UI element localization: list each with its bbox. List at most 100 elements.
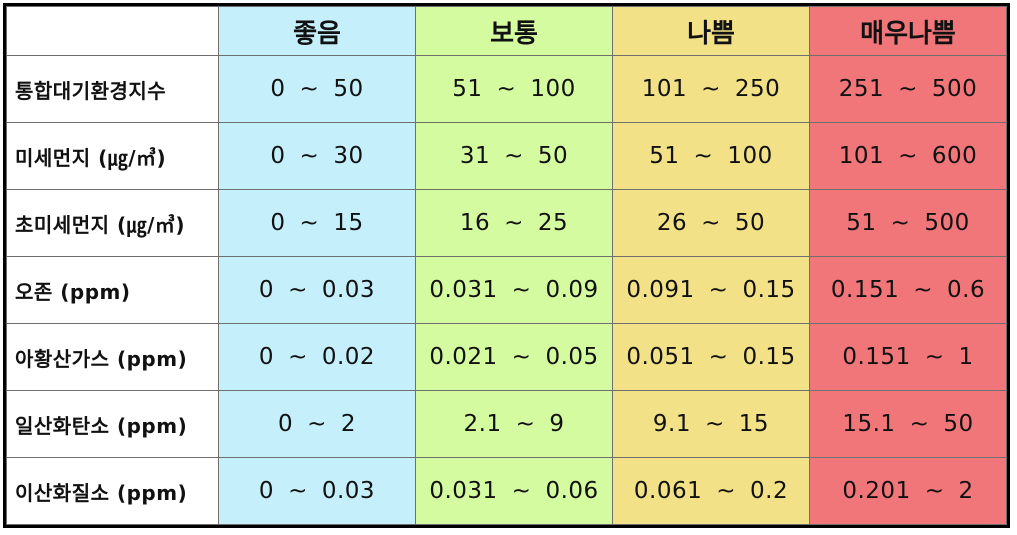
range-min: 15.1 (842, 411, 896, 437)
range-max: 0.09 (545, 277, 599, 303)
range-min: 16 (459, 210, 491, 236)
range-min: 0 (270, 210, 286, 236)
range-max: 15 (333, 210, 364, 236)
range-separator: ~ (708, 277, 729, 303)
range-cell-very-bad: 51 ~500 (809, 189, 1007, 257)
range-separator: ~ (307, 411, 327, 437)
range-max: 25 (537, 210, 569, 236)
range-separator: ~ (504, 210, 524, 236)
range-cell-normal: 51 ~100 (415, 55, 613, 123)
row-label: 이산화질소 (ppm) (6, 457, 219, 525)
range-cell-very-bad: 0.201 ~2 (809, 457, 1007, 525)
range-cell-normal: 0.021 ~0.05 (415, 323, 613, 391)
range-separator: ~ (924, 478, 945, 504)
header-normal: 보통 (415, 6, 613, 56)
row-label: 초미세먼지 (㎍/㎥) (6, 189, 219, 257)
range-cell-bad: 9.1 ~15 (612, 390, 810, 458)
range-min: 0.051 (626, 344, 695, 370)
range-cell-very-bad: 15.1 ~50 (809, 390, 1007, 458)
range-min: 2.1 (463, 411, 502, 437)
range-min: 101 (641, 76, 688, 102)
range-separator: ~ (913, 277, 934, 303)
table-row: 이산화질소 (ppm) 0 ~0.03 0.031 ~0.06 0.061 ~0.2 0.20… (6, 457, 1007, 525)
air-quality-standards-table: 좋음 보통 나쁨 매우나쁨 통합대기환경지수 0 ~50 51 ~100 101 ~250 2… (6, 6, 1007, 525)
range-cell-good: 0 ~2 (218, 390, 416, 458)
range-cell-bad: 0.051 ~0.15 (612, 323, 810, 391)
range-min: 0.021 (429, 344, 498, 370)
range-max: 0.03 (321, 277, 376, 303)
range-max: 100 (530, 76, 576, 102)
range-cell-bad: 0.091 ~0.15 (612, 256, 810, 324)
range-cell-bad: 0.061 ~0.2 (612, 457, 810, 525)
range-min: 0.151 (830, 277, 900, 303)
range-separator: ~ (511, 344, 532, 370)
range-cell-bad: 101 ~250 (612, 55, 810, 123)
range-min: 0 (270, 76, 286, 102)
range-max: 100 (727, 143, 773, 169)
range-cell-very-bad: 0.151 ~0.6 (809, 256, 1007, 324)
range-min: 51 (452, 76, 483, 102)
range-separator: ~ (898, 143, 918, 169)
row-label: 미세먼지 (㎍/㎥) (6, 122, 219, 190)
range-min: 0.031 (429, 478, 498, 504)
range-min: 0 (277, 411, 294, 437)
range-max: 600 (931, 143, 978, 169)
range-max: 500 (931, 76, 978, 102)
range-min: 0.031 (429, 277, 498, 303)
range-cell-normal: 0.031 ~0.09 (415, 256, 613, 324)
table-row: 초미세먼지 (㎍/㎥) 0 ~15 16 ~25 26 ~50 51 ~500 (6, 189, 1007, 257)
range-max: 0.6 (947, 277, 986, 303)
range-min: 26 (656, 210, 688, 236)
range-separator: ~ (705, 411, 725, 437)
range-cell-good: 0 ~0.03 (218, 256, 416, 324)
range-max: 0.15 (742, 277, 796, 303)
row-label: 오존 (ppm) (6, 256, 219, 324)
range-max: 50 (734, 210, 766, 236)
table-row: 미세먼지 (㎍/㎥) 0 ~30 31 ~50 51 ~100 101 ~600 (6, 122, 1007, 190)
range-min: 0.091 (626, 277, 695, 303)
range-cell-good: 0 ~15 (218, 189, 416, 257)
range-max: 0.05 (545, 344, 599, 370)
range-max: 9 (549, 411, 565, 437)
range-cell-normal: 16 ~25 (415, 189, 613, 257)
range-separator: ~ (716, 478, 737, 504)
range-cell-good: 0 ~0.02 (218, 323, 416, 391)
range-separator: ~ (890, 210, 911, 236)
range-separator: ~ (898, 76, 918, 102)
range-max: 2 (958, 478, 974, 504)
range-min: 0 (258, 344, 275, 370)
range-max: 50 (943, 411, 974, 437)
range-separator: ~ (924, 344, 945, 370)
range-separator: ~ (496, 76, 517, 102)
range-cell-normal: 2.1 ~9 (415, 390, 613, 458)
range-min: 101 (838, 143, 885, 169)
range-max: 0.2 (750, 478, 789, 504)
range-separator: ~ (701, 76, 721, 102)
range-separator: ~ (693, 143, 714, 169)
range-cell-good: 0 ~50 (218, 55, 416, 123)
range-max: 250 (734, 76, 781, 102)
range-min: 9.1 (652, 411, 691, 437)
range-cell-bad: 51 ~100 (612, 122, 810, 190)
range-separator: ~ (288, 277, 308, 303)
row-label: 아황산가스 (ppm) (6, 323, 219, 391)
range-max: 0.03 (321, 478, 376, 504)
range-cell-normal: 31 ~50 (415, 122, 613, 190)
range-separator: ~ (515, 411, 536, 437)
range-separator: ~ (701, 210, 721, 236)
row-label: 일산화탄소 (ppm) (6, 390, 219, 458)
range-min: 31 (459, 143, 491, 169)
range-separator: ~ (511, 277, 532, 303)
range-max: 15 (738, 411, 770, 437)
table-row: 일산화탄소 (ppm) 0 ~2 2.1 ~9 9.1 ~15 15.1 ~50 (6, 390, 1007, 458)
range-max: 50 (333, 76, 364, 102)
table-body: 통합대기환경지수 0 ~50 51 ~100 101 ~250 251 ~500 미세먼지 (㎍/… (6, 55, 1007, 525)
range-separator: ~ (909, 411, 930, 437)
range-cell-good: 0 ~0.03 (218, 457, 416, 525)
header-corner-cell (6, 6, 219, 56)
range-min: 0 (270, 143, 286, 169)
range-max: 1 (958, 344, 974, 370)
range-min: 0.151 (842, 344, 911, 370)
range-separator: ~ (299, 210, 320, 236)
range-cell-very-bad: 101 ~600 (809, 122, 1007, 190)
